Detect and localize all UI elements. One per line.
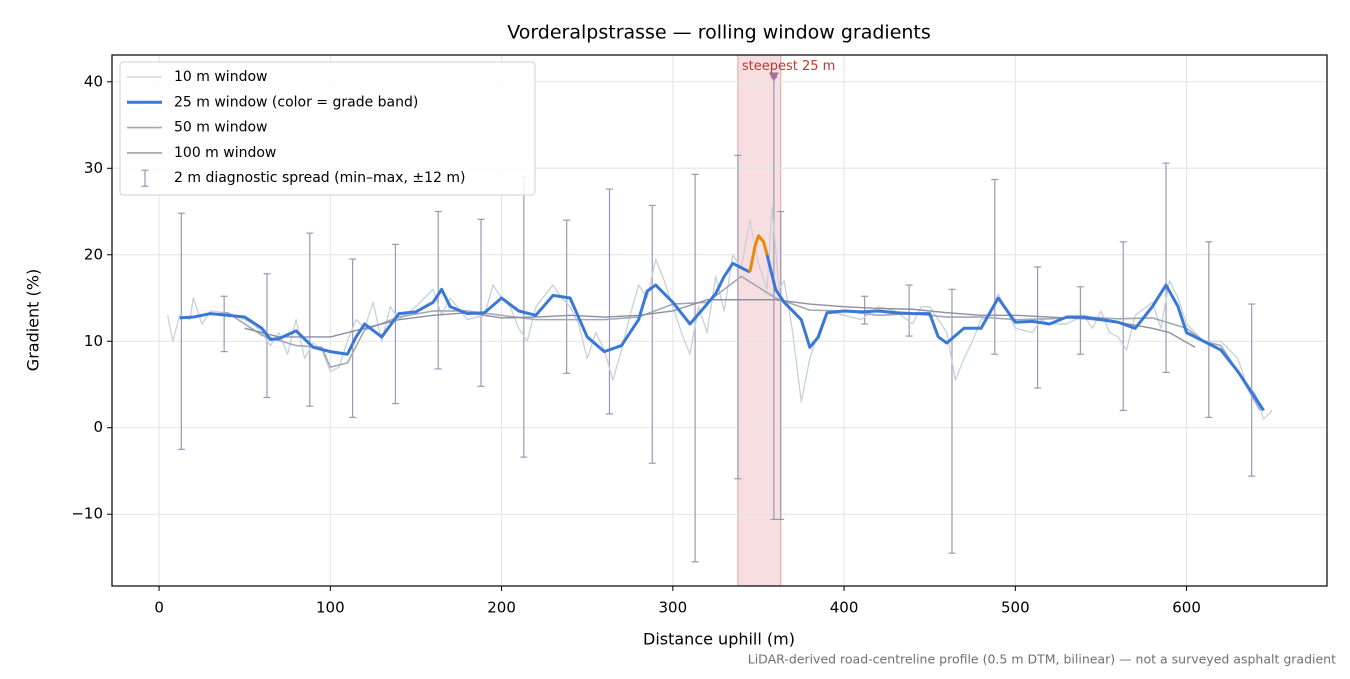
steepest-marker [768,72,779,82]
series-line [748,234,769,273]
error-bar [177,212,185,450]
x-tick-label: 400 [830,599,859,617]
legend: 10 m window 25 m window (color = grade ba… [119,61,536,196]
legend-label: 100 m window [174,145,276,161]
error-bar [477,218,485,387]
x-tick-label: 500 [1001,599,1030,617]
error-bar [605,188,613,415]
chart-title: Vorderalpstrasse — rolling window gradie… [507,22,931,44]
error-bar [1119,241,1127,412]
y-tick-label: 40 [84,72,103,90]
error-bar [691,173,699,563]
y-tick-label: 10 [84,332,103,350]
error-bar [306,232,314,407]
x-tick-label: 200 [487,599,516,617]
series-line [244,299,1196,348]
error-bar [1076,286,1084,355]
x-tick-label: 0 [154,599,164,617]
y-tick-label: 0 [93,418,103,436]
x-tick-label: 100 [316,599,345,617]
y-tick-label: 30 [84,159,103,177]
series-line [179,261,751,356]
legend-box [119,61,536,196]
error-bar [777,210,785,521]
error-bar [991,178,999,355]
annotation: steepest 25 m [742,59,835,74]
legend-label: 50 m window [174,120,267,136]
error-bar [905,284,913,337]
error-bar [948,288,956,554]
x-tick-label: 600 [1172,599,1201,617]
error-bar [434,210,442,370]
x-tick-label: 300 [659,599,688,617]
legend-label: 2 m diagnostic spread (min–max, ±12 m) [174,170,465,186]
series-line [201,275,1261,411]
error-bar [1162,162,1170,373]
x-axis-label: Distance uphill (m) [643,630,795,649]
error-bar [861,295,869,325]
error-bar [648,204,656,464]
legend-label: 25 m window (color = grade band) [174,94,418,110]
error-bar [1205,241,1213,418]
plot-frame [111,54,1328,587]
error-bar [220,295,228,353]
error-bar [391,243,399,405]
y-tick-label: 20 [84,245,103,263]
series-line [167,206,1273,420]
y-axis-label: Gradient (%) [24,269,43,371]
error-bar [1034,266,1042,389]
legend-label: 10 m window [174,69,267,85]
series-line [765,254,1265,412]
y-tick-label: −10 [71,505,103,523]
footnote: LiDAR-derived road-centreline profile (0… [748,652,1336,667]
error-bar [734,154,742,480]
error-bar [349,258,357,418]
plot-area [167,76,1273,563]
